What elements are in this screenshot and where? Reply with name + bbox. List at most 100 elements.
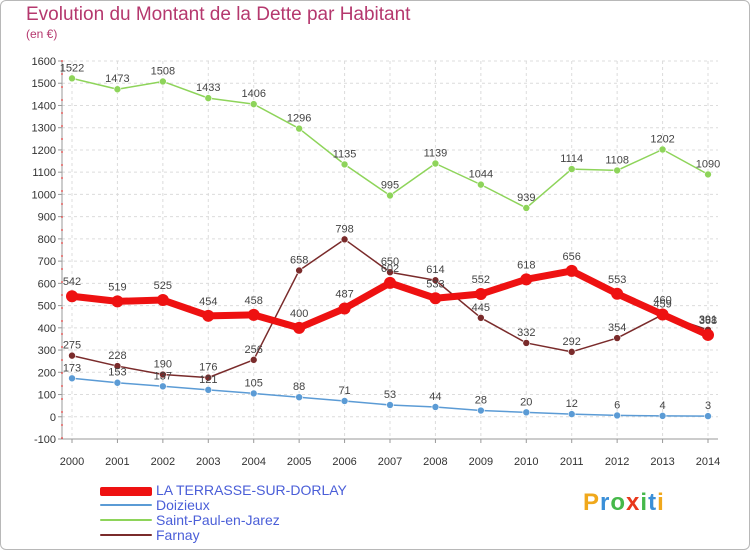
data-label: 525 xyxy=(154,280,172,292)
data-label: 71 xyxy=(338,385,350,397)
data-point xyxy=(340,235,349,244)
data-point xyxy=(113,85,122,94)
data-label: 1044 xyxy=(469,169,493,181)
x-tick-label: 2010 xyxy=(514,456,538,468)
data-point xyxy=(295,393,303,401)
logo-letter: i xyxy=(640,489,649,516)
y-tick-label: 900 xyxy=(38,212,56,224)
legend-swatch-saint-paul xyxy=(100,519,152,521)
data-label: 460 xyxy=(653,294,671,306)
data-point xyxy=(477,314,485,322)
axis-dot xyxy=(61,372,63,374)
data-labels: 1522 1473 1508 1433 1406 1296 1135 995 1139 1044 9… xyxy=(60,62,720,412)
data-point xyxy=(386,268,394,277)
data-point xyxy=(159,382,167,391)
axis-dot xyxy=(61,346,63,348)
data-label: 121 xyxy=(199,374,217,386)
data-point xyxy=(613,166,621,175)
data-point xyxy=(202,309,215,322)
x-tick-label: 2014 xyxy=(696,456,720,468)
x-tick-label: 2000 xyxy=(60,456,84,468)
data-point xyxy=(567,348,576,356)
legend-swatch-farnay xyxy=(100,534,152,536)
data-label: 1202 xyxy=(650,133,674,145)
y-tick-label: 500 xyxy=(38,301,56,313)
x-tick-label: 2012 xyxy=(605,456,629,468)
data-point xyxy=(613,411,621,420)
data-point xyxy=(113,378,122,387)
x-tick-label: 2007 xyxy=(378,456,402,468)
data-point xyxy=(68,374,76,383)
data-label: 292 xyxy=(563,336,581,348)
y-tick-label: 1400 xyxy=(32,100,56,112)
data-label: 1433 xyxy=(196,82,220,94)
axis-dot xyxy=(61,112,63,114)
data-label: 1135 xyxy=(333,148,357,160)
data-label: 368 xyxy=(699,315,717,327)
data-label: 1406 xyxy=(241,88,265,100)
series-layer xyxy=(66,74,714,420)
data-point xyxy=(474,288,487,301)
data-point xyxy=(520,273,533,286)
data-label: 105 xyxy=(245,377,263,389)
data-point xyxy=(340,397,349,405)
data-point xyxy=(567,165,576,173)
data-label: 3 xyxy=(705,400,711,412)
axis-dot xyxy=(61,138,63,140)
axis-dot xyxy=(61,151,63,153)
data-label: 275 xyxy=(63,340,81,352)
data-label: 487 xyxy=(335,288,353,300)
axis-dot xyxy=(61,164,63,166)
logo-letter: P xyxy=(583,489,601,516)
axis-dot xyxy=(61,190,63,192)
data-point xyxy=(386,191,394,200)
data-point xyxy=(249,356,258,364)
data-label: 614 xyxy=(426,264,444,276)
data-label: 454 xyxy=(199,296,217,308)
data-point xyxy=(522,339,531,347)
axis-dot xyxy=(61,359,63,361)
data-point xyxy=(613,334,621,342)
data-label: 137 xyxy=(154,370,172,382)
axis-dot xyxy=(61,125,63,127)
legend-label-doizieux: Doizieux xyxy=(156,497,210,513)
data-point xyxy=(704,412,712,420)
line-chart: -100 0 100 200 300 400 500 600 700 800 900 1000 1100… xyxy=(32,56,721,468)
y-tick-label: 100 xyxy=(38,390,56,402)
logo-letter: t xyxy=(648,489,658,516)
data-point xyxy=(567,410,576,418)
data-point xyxy=(431,276,440,285)
data-point xyxy=(658,145,667,154)
data-label: 1508 xyxy=(151,65,175,77)
data-point xyxy=(295,266,303,275)
data-point xyxy=(431,159,440,168)
logo-letter: o xyxy=(610,489,627,516)
y-tick-label: 0 xyxy=(50,412,56,424)
data-label: 618 xyxy=(517,259,535,271)
data-point xyxy=(704,170,712,179)
data-point xyxy=(66,290,78,303)
data-label: 1114 xyxy=(560,153,583,165)
data-label: 1522 xyxy=(60,62,84,74)
data-point xyxy=(522,204,531,212)
logo-letter: r xyxy=(600,489,611,516)
axis-dot xyxy=(61,177,63,179)
data-label: 1473 xyxy=(105,73,129,85)
data-label: 519 xyxy=(108,281,126,293)
data-point xyxy=(68,351,76,360)
axis-dot xyxy=(61,229,63,231)
axis-dot xyxy=(61,281,63,283)
axis-dot xyxy=(61,424,63,426)
y-tick-label: 1000 xyxy=(32,189,56,201)
data-label: 650 xyxy=(381,256,399,268)
data-label: 458 xyxy=(245,295,263,307)
grid xyxy=(62,60,718,440)
data-point xyxy=(249,100,258,108)
axis-dot xyxy=(61,242,63,244)
x-tick-label: 2003 xyxy=(196,456,220,468)
axis-dot xyxy=(61,203,63,205)
logo-letter: x xyxy=(626,489,641,516)
data-label: 176 xyxy=(199,362,217,374)
data-label: 4 xyxy=(660,400,666,412)
